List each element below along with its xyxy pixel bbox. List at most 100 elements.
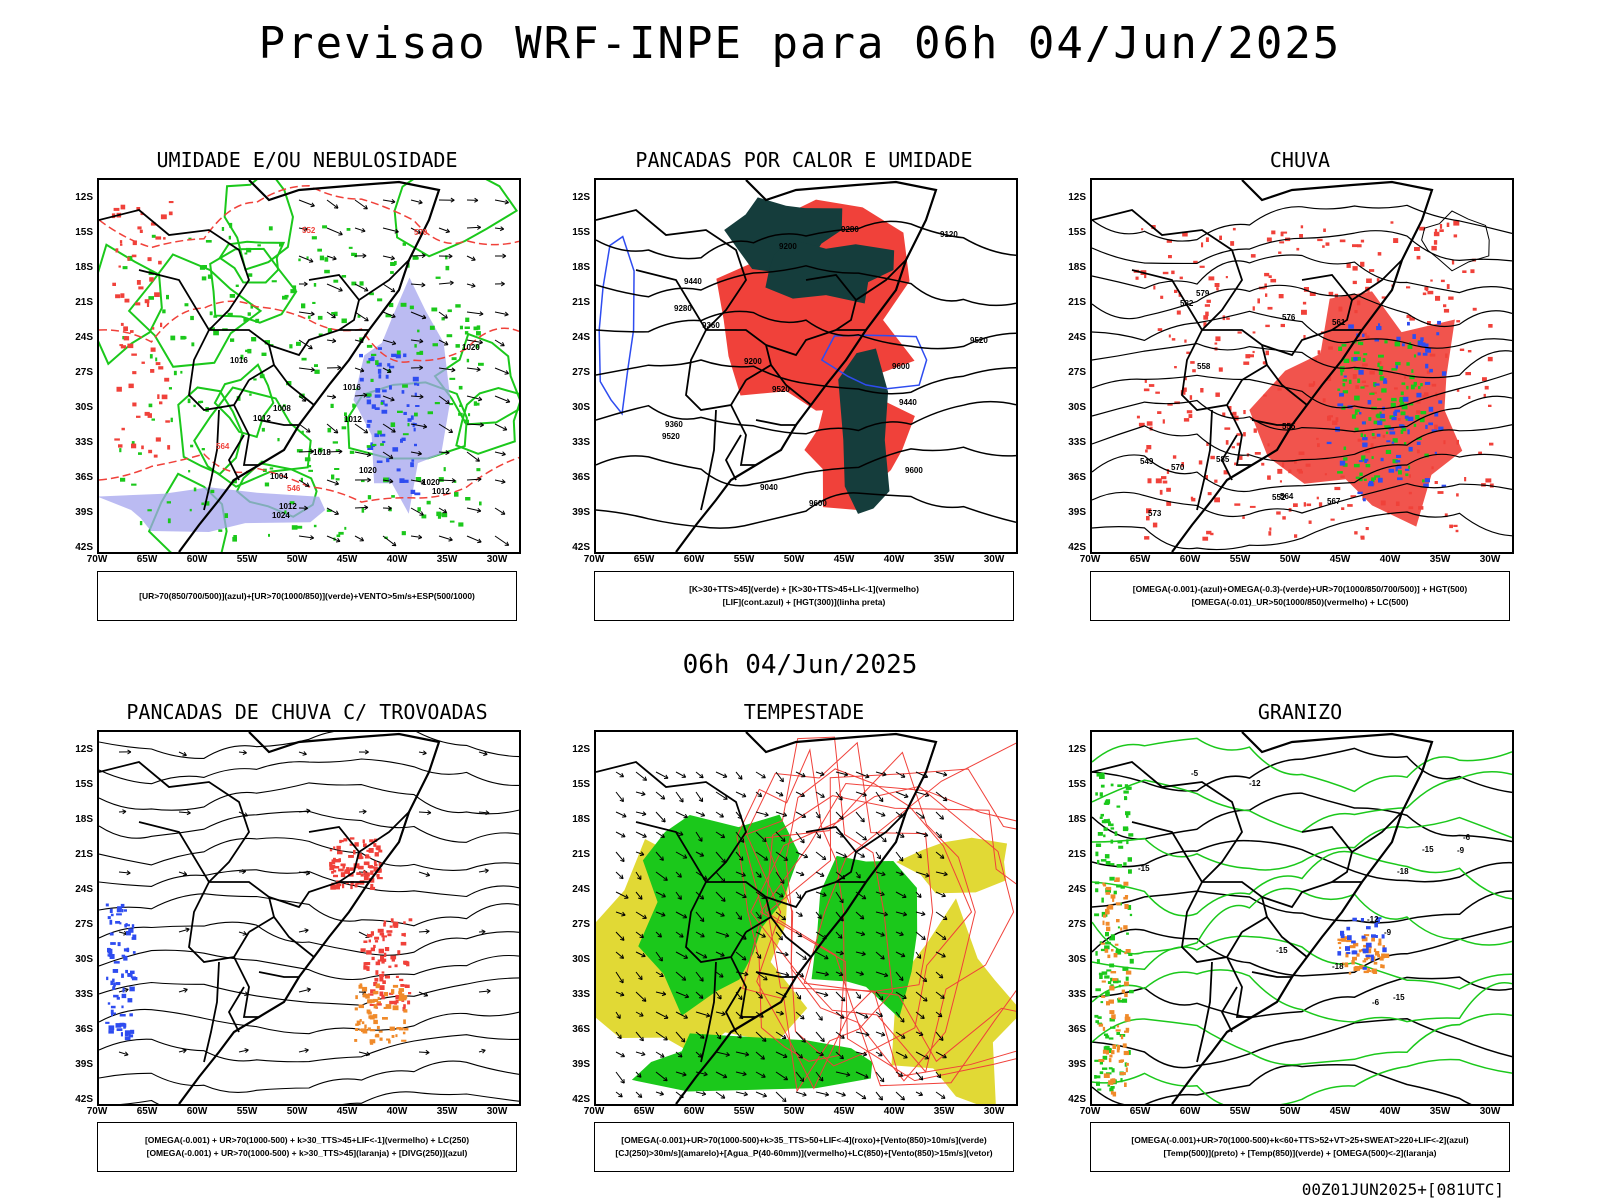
wind-vector — [941, 953, 946, 958]
green-speckle — [190, 444, 194, 448]
thunderstorm-orange — [367, 999, 373, 1004]
omega-orange — [1351, 960, 1355, 965]
lon-tick: 70W — [86, 554, 108, 565]
wind-vector — [855, 911, 865, 920]
lon-tick: 45W — [336, 554, 358, 565]
wind-vector — [382, 395, 395, 401]
hail-blue — [1381, 934, 1385, 939]
rain-area — [1365, 527, 1369, 531]
rain-area — [1430, 279, 1433, 282]
green-speckle — [250, 303, 254, 309]
blue-speckle — [387, 363, 391, 367]
temp850-speckle — [1117, 1000, 1123, 1003]
green-contour — [209, 247, 298, 324]
country-border — [1351, 259, 1403, 301]
country-border — [1261, 329, 1362, 357]
temp850-speckle — [1110, 977, 1113, 982]
temp850-speckle — [1128, 953, 1133, 956]
rain-area — [1166, 487, 1171, 492]
wind-vector — [695, 1051, 703, 1058]
contour-label: 1024 — [272, 511, 290, 520]
thunderstorm-orange — [355, 995, 358, 1000]
wind-vector — [835, 971, 844, 976]
green-speckle — [333, 279, 339, 283]
streamline-arrow — [306, 808, 311, 814]
green-speckle — [409, 305, 414, 310]
green-speckle — [301, 303, 306, 309]
thunderstorm-red — [342, 883, 345, 889]
green-contour — [455, 387, 519, 455]
wind-vector — [471, 256, 476, 261]
temp850-speckle — [1105, 932, 1109, 937]
rain-area — [1449, 524, 1453, 529]
green-speckle — [251, 337, 257, 342]
wind-vector — [775, 1031, 787, 1040]
divergence-blue — [113, 982, 116, 987]
wind-vector — [802, 1091, 807, 1097]
red-speckle — [147, 413, 152, 418]
legend-box: [OMEGA(-0.001)+UR>70(1000-500)+k<60+TTS>… — [1090, 1122, 1510, 1172]
thunderstorm-red — [373, 944, 376, 948]
hail-blue — [1366, 945, 1369, 950]
wind-vector — [863, 1014, 869, 1019]
green-speckle — [344, 412, 347, 417]
thunderstorm-red — [401, 933, 404, 937]
omega-green — [1341, 343, 1347, 347]
green-speckle — [187, 398, 191, 404]
divergence-blue — [116, 908, 122, 913]
wind-vector — [438, 423, 453, 433]
rain-area — [1279, 241, 1285, 244]
temp850-speckle — [1110, 783, 1114, 787]
divergence-blue — [107, 916, 111, 920]
country-border — [99, 761, 250, 883]
streamline — [99, 869, 519, 898]
wind-vector — [878, 1095, 883, 1101]
red-speckle — [160, 214, 167, 220]
green-speckle — [331, 474, 335, 480]
rain-area — [1188, 414, 1193, 418]
wind-vector — [638, 975, 643, 981]
rain-area — [1243, 361, 1250, 365]
thunderstorm-red — [399, 978, 404, 982]
omega-blue — [1337, 403, 1344, 407]
thunderstorm-red — [389, 1000, 395, 1005]
valid-time-label: 06h 04/Jun/2025 — [682, 650, 918, 680]
green-speckle — [351, 252, 355, 256]
wind-vector — [695, 831, 703, 842]
wind-vector — [943, 871, 948, 877]
omega-blue — [1423, 483, 1429, 488]
wind-vector — [466, 311, 484, 315]
wind-vector — [499, 226, 505, 232]
lon-tick: 55W — [1229, 1106, 1251, 1117]
wind-vector — [815, 891, 827, 897]
green-speckle — [230, 338, 235, 342]
wind-vector — [940, 1094, 946, 1099]
rain-area — [1316, 496, 1319, 500]
contour-label: 9120 — [940, 230, 958, 239]
temp850-speckle — [1122, 966, 1129, 971]
lat-tick: 24S — [1068, 884, 1086, 895]
green-speckle — [476, 331, 481, 336]
wind-vector — [835, 791, 843, 801]
divergence-blue — [132, 934, 137, 937]
wind-vector — [438, 507, 447, 514]
omega-orange — [1120, 1034, 1124, 1040]
divergence-blue — [110, 1009, 114, 1014]
omega-orange — [1110, 894, 1116, 899]
temp500-contour — [1092, 839, 1512, 883]
thunderstorm-red — [391, 958, 395, 962]
green-speckle — [445, 255, 448, 260]
thunderstorm-red — [382, 980, 386, 984]
divergence-blue — [110, 954, 115, 959]
wind-vector — [326, 507, 339, 515]
omega-blue — [1407, 429, 1410, 435]
omega-orange — [1124, 952, 1127, 955]
wind-vector — [923, 832, 929, 838]
omega-orange — [1109, 1010, 1115, 1014]
divergence-blue — [123, 1025, 126, 1029]
green-speckle — [289, 344, 293, 349]
map-canvas — [99, 732, 519, 1104]
thunderstorm-orange — [389, 1026, 395, 1031]
wind-vector — [755, 1091, 767, 1097]
green-speckle — [201, 502, 205, 506]
